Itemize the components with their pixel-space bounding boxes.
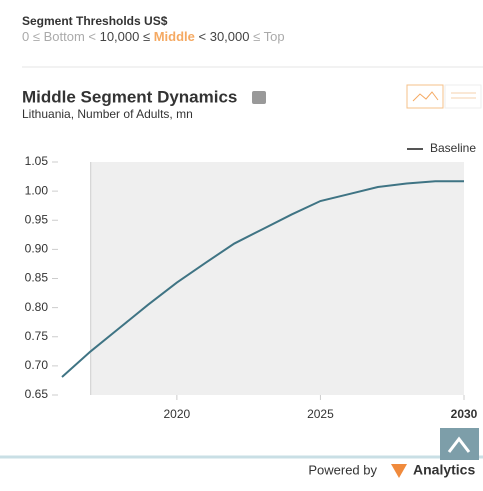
threshold-part: 10,000 (100, 29, 140, 44)
threshold-part: ≤ Top (249, 29, 284, 44)
forecast-shade (90, 162, 464, 395)
info-icon[interactable] (252, 91, 266, 104)
x-tick-label: 2020 (164, 407, 191, 421)
y-tick-label: 1.00 (25, 183, 49, 197)
powered-by: Powered by (308, 462, 377, 477)
brand-name[interactable]: Analytics (413, 462, 475, 478)
chart-subtitle: Lithuania, Number of Adults, mn (22, 107, 193, 121)
y-tick-label: 0.90 (25, 242, 49, 256)
brand-logo (391, 464, 407, 478)
threshold-part: < (195, 29, 210, 44)
scroll-top-button[interactable] (440, 428, 479, 460)
threshold-part: 30,000 (210, 29, 250, 44)
table-view-button[interactable] (444, 84, 482, 109)
y-tick-label: 1.05 (25, 154, 49, 168)
scroll-top-icon (447, 436, 471, 453)
legend-label: Baseline (430, 141, 476, 155)
chart-title: Middle Segment Dynamics (22, 87, 237, 106)
threshold-part: Middle (154, 29, 195, 44)
y-tick-label: 0.75 (25, 329, 49, 343)
y-tick-label: 0.65 (25, 387, 49, 401)
y-tick-label: 0.95 (25, 212, 49, 226)
y-tick-label: 0.85 (25, 271, 49, 285)
threshold-part: ≤ (139, 29, 153, 44)
thresholds-line: 0 ≤ Bottom < 10,000 ≤ Middle < 30,000 ≤ … (22, 29, 285, 44)
threshold-part: 0 ≤ Bottom < (22, 29, 100, 44)
line-icon (412, 91, 439, 102)
y-tick-label: 0.70 (25, 358, 49, 372)
x-tick-label: 2025 (307, 407, 334, 421)
y-tick-label: 0.80 (25, 300, 49, 314)
thresholds-title: Segment Thresholds US$ (22, 14, 168, 28)
series-line (61, 180, 464, 378)
line-view-button[interactable] (406, 84, 444, 109)
x-tick-label: 2030 (451, 407, 478, 421)
